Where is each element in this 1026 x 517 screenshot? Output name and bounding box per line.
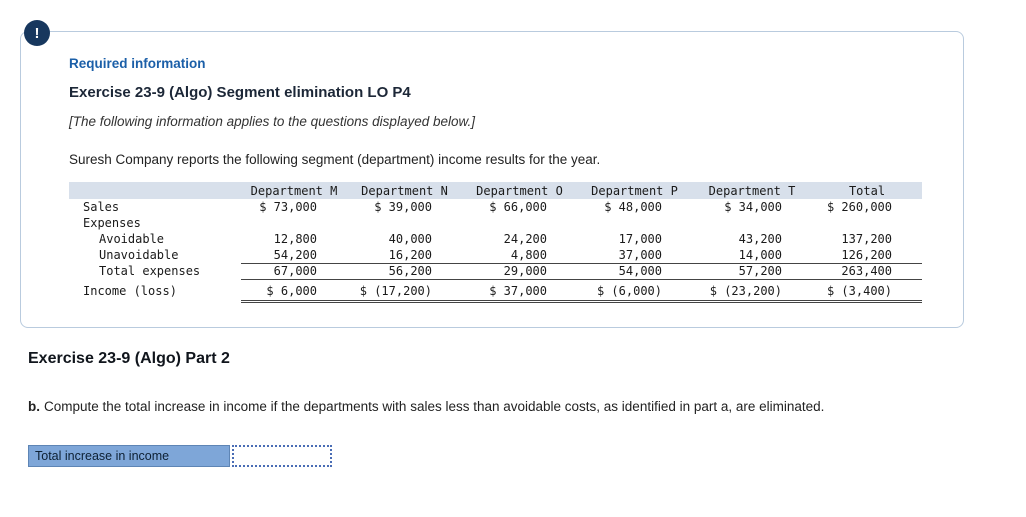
table-row-total-expenses: Total expenses 67,000 56,200 29,000 54,0… bbox=[69, 263, 922, 280]
cell-expenses-o bbox=[462, 215, 577, 231]
cell-unavoidable-total: 126,200 bbox=[812, 247, 922, 264]
row-label-expenses: Expenses bbox=[83, 216, 141, 230]
cell-sales-p: $ 48,000 bbox=[604, 200, 662, 214]
cell-totalexp-total: 263,400 bbox=[812, 263, 922, 280]
answer-row: Total increase in income bbox=[28, 445, 332, 467]
alert-glyph: ! bbox=[34, 24, 40, 42]
cell-expenses-p bbox=[577, 215, 692, 231]
row-label-total-expenses: Total expenses bbox=[99, 264, 201, 278]
table-header-row: Department M Department N Department O D… bbox=[69, 182, 922, 199]
cell-expenses-m bbox=[241, 215, 347, 231]
required-information-label: Required information bbox=[69, 56, 206, 71]
cell-avoidable-p: 17,000 bbox=[618, 232, 662, 246]
cell-income-p: $ (6,000) bbox=[577, 279, 692, 303]
table-row-unavoidable: Unavoidable 54,200 16,200 4,800 37,000 1… bbox=[69, 247, 922, 264]
header-blank-cell bbox=[69, 182, 241, 199]
cell-sales-n: $ 39,000 bbox=[374, 200, 432, 214]
exercise-title: Exercise 23-9 (Algo) Segment elimination… bbox=[69, 84, 411, 101]
question-text: Compute the total increase in income if … bbox=[44, 399, 825, 414]
table-row-avoidable: Avoidable 12,800 40,000 24,200 17,000 43… bbox=[69, 231, 922, 247]
cell-avoidable-m: 12,800 bbox=[273, 232, 317, 246]
cell-sales-o: $ 66,000 bbox=[489, 200, 547, 214]
cell-income-n: $ (17,200) bbox=[347, 279, 462, 303]
alert-icon: ! bbox=[24, 20, 50, 46]
required-info-card: Required information Exercise 23-9 (Algo… bbox=[20, 31, 964, 328]
segment-income-table: Department M Department N Department O D… bbox=[69, 182, 922, 303]
part2-heading: Exercise 23-9 (Algo) Part 2 bbox=[28, 350, 230, 367]
cell-sales-m: $ 73,000 bbox=[259, 200, 317, 214]
row-label-unavoidable: Unavoidable bbox=[99, 248, 179, 262]
cell-unavoidable-p: 37,000 bbox=[577, 247, 692, 264]
header-department-n: Department N bbox=[347, 182, 462, 199]
total-increase-label: Total increase in income bbox=[28, 445, 230, 467]
table-row-expenses: Expenses bbox=[69, 215, 922, 231]
cell-income-m: $ 6,000 bbox=[241, 279, 347, 303]
part2-question: b. Compute the total increase in income i… bbox=[28, 399, 824, 414]
table-row-income-loss: Income (loss) $ 6,000 $ (17,200) $ 37,00… bbox=[69, 279, 922, 303]
applies-note: [The following information applies to th… bbox=[69, 114, 475, 129]
cell-totalexp-n: 56,200 bbox=[347, 263, 462, 280]
cell-avoidable-n: 40,000 bbox=[388, 232, 432, 246]
cell-unavoidable-t: 14,000 bbox=[692, 247, 812, 264]
row-label-income-loss: Income (loss) bbox=[83, 284, 177, 298]
cell-totalexp-o: 29,000 bbox=[462, 263, 577, 280]
cell-avoidable-t: 43,200 bbox=[738, 232, 782, 246]
header-total: Total bbox=[812, 182, 922, 199]
cell-expenses-t bbox=[692, 215, 812, 231]
cell-expenses-total bbox=[812, 215, 922, 231]
header-department-m: Department M bbox=[241, 182, 347, 199]
header-department-p: Department P bbox=[577, 182, 692, 199]
cell-expenses-n bbox=[347, 215, 462, 231]
intro-text: Suresh Company reports the following seg… bbox=[69, 152, 601, 167]
cell-sales-t: $ 34,000 bbox=[724, 200, 782, 214]
cell-unavoidable-m: 54,200 bbox=[241, 247, 347, 264]
header-department-o: Department O bbox=[462, 182, 577, 199]
cell-income-t: $ (23,200) bbox=[692, 279, 812, 303]
cell-avoidable-total: 137,200 bbox=[841, 232, 892, 246]
total-increase-input[interactable] bbox=[232, 445, 332, 467]
row-label-avoidable: Avoidable bbox=[99, 232, 165, 246]
cell-totalexp-t: 57,200 bbox=[692, 263, 812, 280]
cell-totalexp-p: 54,000 bbox=[577, 263, 692, 280]
cell-unavoidable-n: 16,200 bbox=[347, 247, 462, 264]
cell-income-o: $ 37,000 bbox=[462, 279, 577, 303]
table-row-sales: Sales $ 73,000 $ 39,000 $ 66,000 $ 48,00… bbox=[69, 199, 922, 215]
question-prefix: b. bbox=[28, 399, 40, 414]
cell-unavoidable-o: 4,800 bbox=[462, 247, 577, 264]
cell-sales-total: $ 260,000 bbox=[826, 200, 892, 214]
row-label-sales: Sales bbox=[83, 200, 120, 214]
cell-totalexp-m: 67,000 bbox=[241, 263, 347, 280]
cell-income-total: $ (3,400) bbox=[812, 279, 922, 303]
header-department-t: Department T bbox=[692, 182, 812, 199]
cell-avoidable-o: 24,200 bbox=[503, 232, 547, 246]
